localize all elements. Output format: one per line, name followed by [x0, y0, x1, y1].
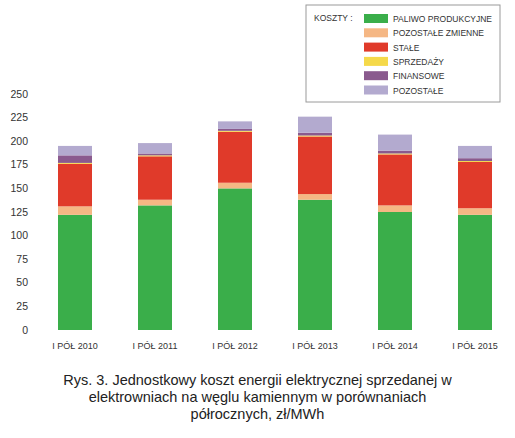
y-tick	[30, 188, 33, 189]
bar-segment	[138, 205, 172, 330]
bar-segment	[378, 151, 412, 154]
caption: Rys. 3. Jednostkowy koszt energii elektr…	[50, 372, 465, 423]
legend-box	[306, 5, 500, 102]
y-tick-label: 175	[10, 158, 28, 170]
bar-segment	[138, 156, 172, 199]
bar-segment	[378, 212, 412, 330]
y-axis: 0 25 50 75 100 125 150 175 200 225 250	[10, 88, 33, 336]
y-tick-label: 50	[16, 276, 28, 288]
y-tick-label: 0	[22, 324, 28, 336]
y-tick	[30, 117, 33, 118]
y-tick-label: 25	[16, 300, 28, 312]
bar-segment	[298, 200, 332, 330]
y-tick-label: 150	[10, 182, 28, 194]
bar-segment	[218, 132, 252, 183]
bar-segment	[298, 133, 332, 136]
bar-segment	[218, 188, 252, 330]
bar-segment	[378, 205, 412, 212]
legend-swatch	[364, 28, 388, 37]
bars	[58, 117, 492, 330]
x-tick-label: I PÓŁ 2014	[372, 341, 418, 351]
y-tick-label: 100	[10, 229, 28, 241]
bar-segment	[138, 143, 172, 153]
bar-segment	[218, 129, 252, 131]
x-tick-label: I PÓŁ 2011	[133, 341, 178, 351]
legend-label: PALIWO PRODUKCYJNE	[393, 14, 492, 24]
legend-swatch	[364, 57, 388, 66]
y-tick	[30, 164, 33, 165]
bar-segment	[138, 153, 172, 155]
y-tick	[30, 141, 33, 142]
legend-swatch	[364, 14, 388, 23]
bar-segment	[58, 155, 92, 163]
bar-segment	[458, 215, 492, 330]
bar-segment	[218, 121, 252, 129]
y-tick-label: 225	[10, 111, 28, 123]
bar-segment	[458, 158, 492, 161]
bar-segment	[58, 206, 92, 214]
bar-segment	[378, 154, 412, 205]
legend-swatch	[364, 71, 388, 80]
x-tick-label: I PÓŁ 2012	[212, 341, 258, 351]
y-tick	[30, 330, 33, 331]
y-tick	[30, 235, 33, 236]
legend-label: POZOSTAŁE	[393, 86, 444, 96]
bar-segment	[458, 162, 492, 208]
legend-title: KOSZTY :	[314, 13, 353, 23]
x-tick-label: I PÓŁ 2013	[292, 341, 338, 351]
legend-swatch	[364, 43, 388, 52]
legend-label: SPRZEDAŻY	[393, 57, 444, 67]
y-tick	[30, 259, 33, 260]
legend: KOSZTY : PALIWO PRODUKCYJNE POZOSTAŁE ZMIE…	[306, 5, 500, 102]
bar-segment	[138, 200, 172, 206]
y-tick	[30, 282, 33, 283]
y-tick	[30, 94, 33, 95]
bar-segment	[218, 183, 252, 189]
x-tick-label: I PÓŁ 2010	[52, 341, 98, 351]
bar-segment	[378, 135, 412, 151]
legend-label: STAŁE	[393, 43, 420, 53]
bar-segment	[58, 146, 92, 155]
y-tick	[30, 212, 33, 213]
bar-segment	[458, 146, 492, 158]
y-tick-label: 200	[10, 135, 28, 147]
legend-swatch	[364, 86, 388, 95]
legend-label: POZOSTAŁE ZMIENNE	[393, 28, 484, 38]
x-tick-label: I PÓŁ 2015	[452, 341, 498, 351]
y-tick-label: 75	[16, 253, 28, 265]
bar-segment	[298, 117, 332, 133]
y-tick-label: 125	[10, 206, 28, 218]
y-tick	[30, 306, 33, 307]
bar-segment	[298, 136, 332, 194]
bar-segment	[58, 215, 92, 330]
legend-label: FINANSOWE	[393, 71, 445, 81]
bar-segment	[58, 164, 92, 206]
y-tick-label: 250	[10, 88, 28, 100]
x-axis: I PÓŁ 2010 I PÓŁ 2011 I PÓŁ 2012 I PÓŁ 2013…	[52, 341, 498, 351]
bar-segment	[458, 208, 492, 215]
bar-segment	[298, 194, 332, 200]
